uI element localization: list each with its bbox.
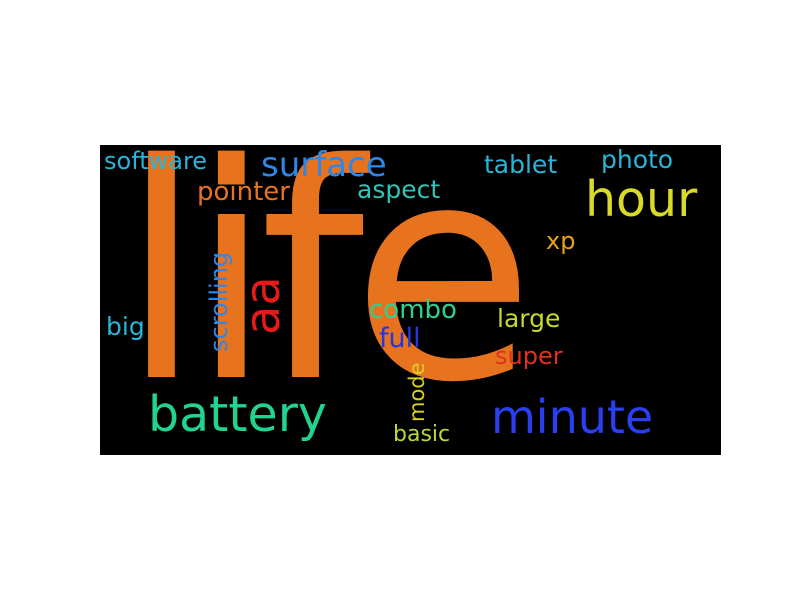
word-aa: aa: [235, 276, 291, 335]
word-scrolling: scrolling: [205, 251, 233, 352]
word-full: full: [379, 323, 421, 354]
word-combo: combo: [369, 295, 457, 325]
word-big: big: [106, 312, 145, 341]
word-software: software: [104, 147, 208, 175]
word-mode: mode: [405, 362, 429, 422]
word-minute: minute: [491, 390, 654, 444]
word-super: super: [495, 342, 563, 370]
word-large: large: [497, 304, 561, 333]
word-battery: battery: [148, 386, 327, 443]
word-life: life: [120, 145, 535, 448]
word-basic: basic: [393, 422, 451, 447]
word-cloud: life battery minute hour surface aa soft…: [100, 145, 721, 455]
word-surface: surface: [261, 145, 387, 185]
word-tablet: tablet: [484, 150, 558, 179]
word-hour: hour: [585, 171, 698, 228]
word-photo: photo: [601, 145, 674, 174]
word-pointer: pointer: [197, 177, 290, 207]
word-aspect: aspect: [357, 175, 441, 204]
word-xp: xp: [546, 227, 576, 255]
